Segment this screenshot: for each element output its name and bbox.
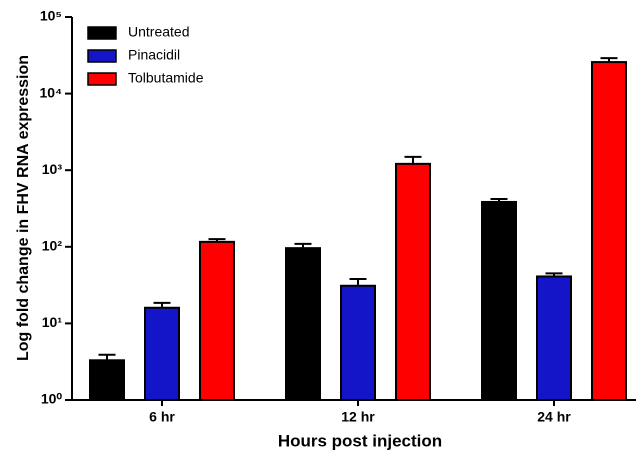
legend-swatch	[87, 72, 117, 86]
bar	[591, 61, 627, 402]
bar	[89, 359, 125, 401]
legend-label: Untreated	[128, 24, 189, 40]
legend-label: Tolbutamide	[128, 70, 204, 86]
bar	[144, 306, 180, 401]
y-tick-label: 10¹	[42, 314, 63, 330]
y-axis-title: Log fold change in FHV RNA expression	[15, 55, 32, 361]
x-tick-label: 6 hr	[149, 409, 175, 425]
bar	[481, 200, 517, 401]
y-tick-label: 10²	[42, 238, 63, 254]
bar	[395, 162, 431, 401]
bar	[285, 247, 321, 401]
x-tick-label: 12 hr	[341, 409, 375, 425]
y-tick-label: 10³	[42, 161, 63, 177]
y-tick-label: 10⁵	[40, 8, 62, 24]
legend-swatch	[87, 49, 117, 63]
bar	[340, 284, 376, 401]
legend-swatch	[87, 26, 117, 40]
bar	[199, 240, 235, 401]
bar	[536, 275, 572, 401]
y-tick-label: 10⁴	[40, 84, 63, 100]
y-tick-label: 10⁰	[41, 391, 63, 407]
x-axis-title: Hours post injection	[278, 431, 442, 450]
legend-label: Pinacidil	[128, 47, 180, 63]
x-tick-label: 24 hr	[537, 409, 571, 425]
